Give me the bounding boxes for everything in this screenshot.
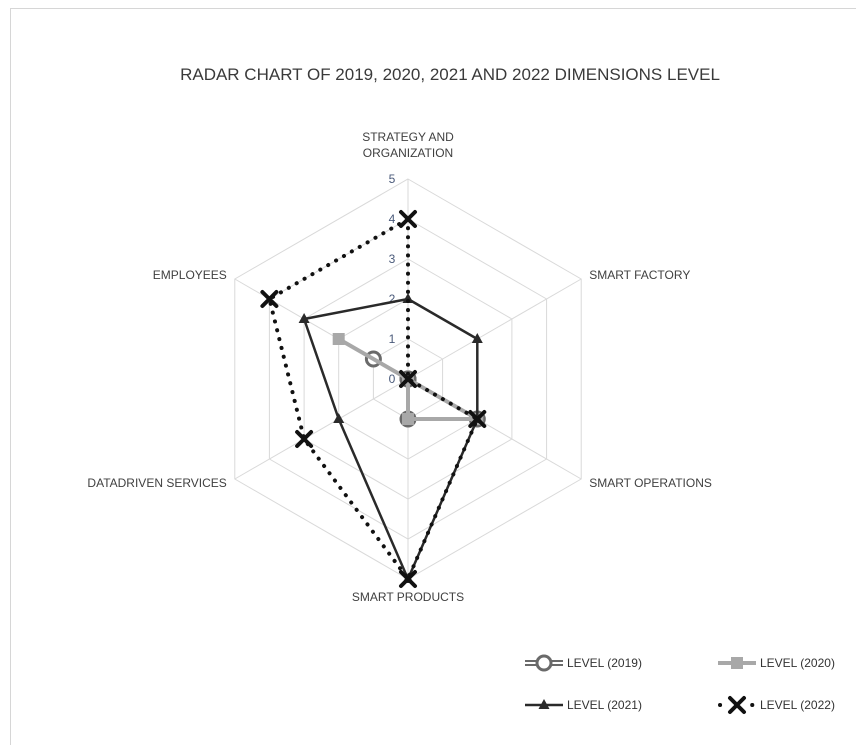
data-point xyxy=(333,413,345,423)
legend-item: LEVEL (2021) xyxy=(525,698,642,712)
legend-item: LEVEL (2020) xyxy=(718,656,835,670)
axis-label: EMPLOYEES xyxy=(153,268,227,282)
data-point xyxy=(399,370,417,388)
axis-label: SMART FACTORY xyxy=(589,268,690,282)
data-point xyxy=(399,210,417,228)
data-point xyxy=(399,570,417,588)
data-point xyxy=(298,313,310,323)
chart-frame xyxy=(10,8,856,745)
tick-labels: 0 1 2 3 4 5 xyxy=(389,172,396,386)
legend-label: LEVEL (2020) xyxy=(760,656,835,670)
legend: LEVEL (2019) LEVEL (2020) LEVEL (2021) LEVE… xyxy=(525,654,835,714)
grid-spoke xyxy=(407,278,582,380)
data-point xyxy=(402,293,414,303)
legend-label: LEVEL (2019) xyxy=(567,656,642,670)
data-point xyxy=(260,290,279,308)
legend-label: LEVEL (2021) xyxy=(567,698,642,712)
series-layer xyxy=(260,210,487,588)
tick-label: 1 xyxy=(389,332,396,346)
tick-label: 2 xyxy=(389,292,396,306)
data-point xyxy=(471,333,483,343)
axis-labels: STRATEGY AND ORGANIZATION SMART FACTORY SMA… xyxy=(87,130,711,604)
axis-label: STRATEGY AND ORGANIZATION xyxy=(362,130,454,160)
legend-marker xyxy=(728,696,746,714)
data-point xyxy=(295,430,314,448)
legend-label: LEVEL (2022) xyxy=(760,698,835,712)
tick-label: 0 xyxy=(389,372,396,386)
axis-label: SMART PRODUCTS xyxy=(352,590,464,604)
grid-spoke xyxy=(234,378,409,480)
legend-marker xyxy=(535,654,553,672)
axis-label: SMART OPERATIONS xyxy=(589,476,712,490)
data-point xyxy=(468,410,487,428)
legend-item: LEVEL (2019) xyxy=(525,654,642,672)
tick-label: 3 xyxy=(389,252,396,266)
tick-label: 4 xyxy=(389,212,396,226)
series-4 xyxy=(260,210,487,588)
legend-marker xyxy=(538,699,550,709)
tick-label: 5 xyxy=(389,172,396,186)
chart-title: RADAR CHART OF 2019, 2020, 2021 AND 2022… xyxy=(180,65,720,84)
axis-label: DATADRIVEN SERVICES xyxy=(87,476,226,490)
data-point xyxy=(402,413,414,425)
legend-item: LEVEL (2022) xyxy=(718,696,835,714)
legend-marker xyxy=(731,657,743,669)
data-point xyxy=(332,333,345,345)
